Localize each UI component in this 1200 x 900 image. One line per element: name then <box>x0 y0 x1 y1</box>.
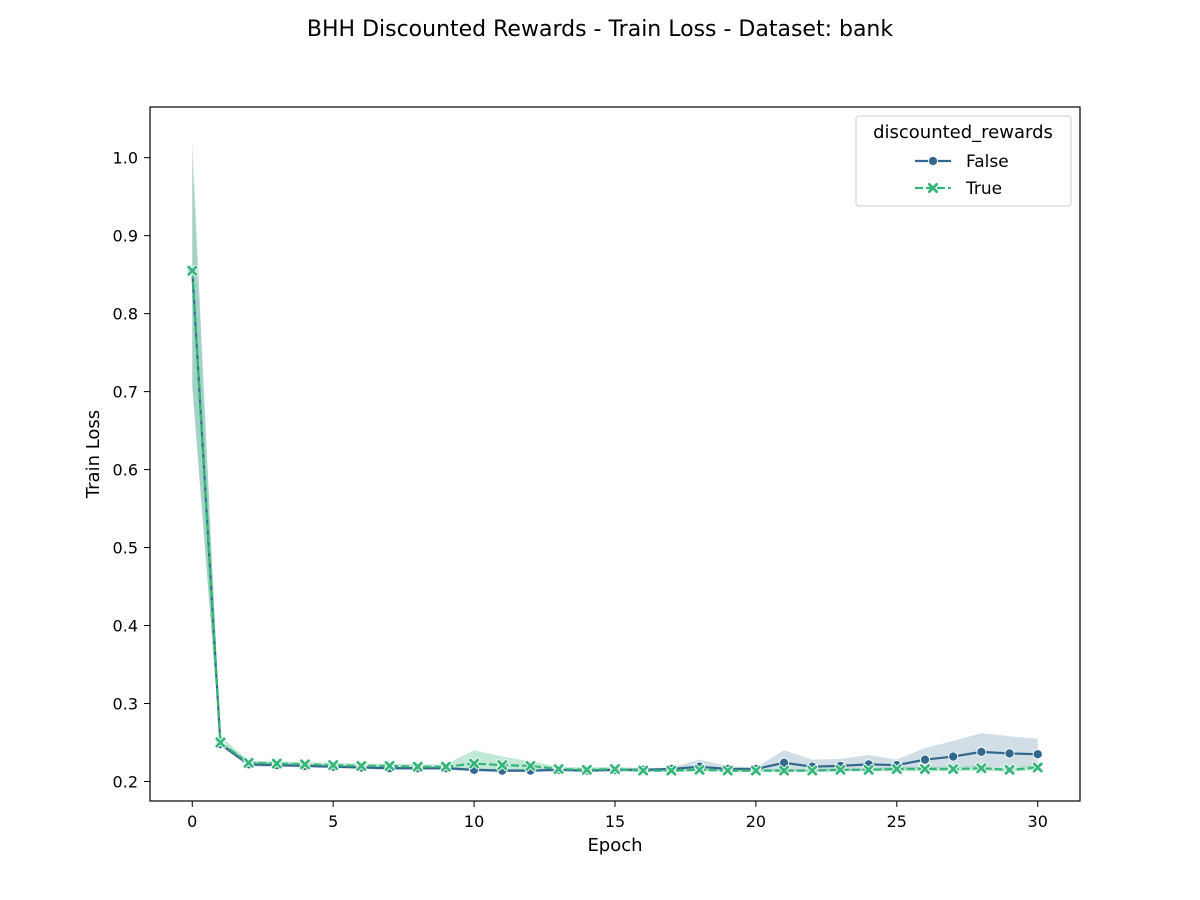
data-point-true <box>186 264 199 277</box>
data-point-true <box>806 764 819 777</box>
data-point-true <box>637 764 650 777</box>
data-point-true <box>693 763 706 776</box>
x-ticks: 0 5 10 15 20 25 30 <box>187 801 1048 831</box>
data-point-true <box>721 764 734 777</box>
data-point-true <box>299 758 311 771</box>
legend-item-true: True <box>915 179 1002 199</box>
x-tick-label: 5 <box>328 812 338 831</box>
x-tick-label: 0 <box>187 812 197 831</box>
legend-marker-false <box>927 155 939 167</box>
ci-band-false <box>192 140 1038 773</box>
data-point-true <box>890 763 903 775</box>
legend-item-false: False <box>915 152 1009 172</box>
series-lines <box>191 270 1038 772</box>
legend-box <box>855 115 1072 207</box>
y-tick-label: 0.8 <box>113 305 138 324</box>
x-tick-label: 30 <box>1028 812 1048 831</box>
y-tick-label: 0.2 <box>113 773 138 792</box>
y-tick-label: 0.6 <box>113 461 138 480</box>
data-point-true <box>862 763 875 776</box>
data-point-true <box>524 760 537 772</box>
data-point-true <box>552 763 565 775</box>
data-point-true <box>1003 763 1016 776</box>
x-tick-label: 10 <box>464 812 484 831</box>
data-point-false <box>948 751 959 762</box>
legend-label-true: True <box>965 179 1002 199</box>
data-point-false <box>919 754 931 765</box>
data-point-true <box>383 760 396 772</box>
legend: discounted_rewards False True <box>855 115 1072 207</box>
y-tick-label: 0.4 <box>113 617 138 636</box>
series-line-false <box>191 270 1038 772</box>
data-point-true <box>440 760 452 773</box>
data-point-true <box>919 763 931 775</box>
y-tick-label: 0.3 <box>113 695 138 714</box>
data-point-true <box>355 760 368 772</box>
data-point-true <box>947 763 960 775</box>
y-ticks: 0.2 0.3 0.4 0.5 0.6 0.7 0.8 0.9 1.0 <box>113 149 150 792</box>
x-tick-label: 15 <box>605 812 625 831</box>
data-point-true <box>778 764 790 777</box>
data-point-true <box>214 736 227 749</box>
data-point-false <box>1004 748 1015 759</box>
data-point-true <box>270 757 283 770</box>
confidence-bands <box>192 140 1038 773</box>
data-point-true <box>750 764 762 777</box>
x-tick-label: 20 <box>746 812 766 831</box>
chart-title: BHH Discounted Rewards - Train Loss - Da… <box>307 17 893 42</box>
data-point-true <box>609 763 621 775</box>
x-axis-label: Epoch <box>587 835 642 856</box>
y-axis-label: Train Loss <box>83 410 104 499</box>
data-point-true <box>665 764 678 777</box>
ci-band-true <box>192 157 1038 773</box>
legend-title: discounted_rewards <box>873 122 1053 143</box>
data-point-true <box>411 760 424 773</box>
data-point-true <box>1031 761 1044 774</box>
data-point-false <box>1032 749 1043 760</box>
plot-frame <box>149 106 1081 802</box>
data-point-true <box>975 762 988 775</box>
data-point-true <box>242 756 255 769</box>
legend-marker-true <box>928 183 938 193</box>
legend-label-false: False <box>966 152 1009 172</box>
data-point-true <box>834 763 847 776</box>
data-point-true <box>580 763 593 776</box>
data-point-false <box>976 746 987 757</box>
data-point-true <box>327 759 340 772</box>
data-point-true <box>496 759 509 772</box>
y-tick-label: 0.7 <box>113 383 138 402</box>
series-line-true <box>191 270 1038 772</box>
x-tick-label: 25 <box>887 812 907 831</box>
series-markers <box>186 264 1044 777</box>
data-point-true <box>468 757 480 770</box>
y-tick-label: 1.0 <box>113 149 138 168</box>
y-tick-label: 0.5 <box>113 539 138 558</box>
y-tick-label: 0.9 <box>113 227 138 246</box>
